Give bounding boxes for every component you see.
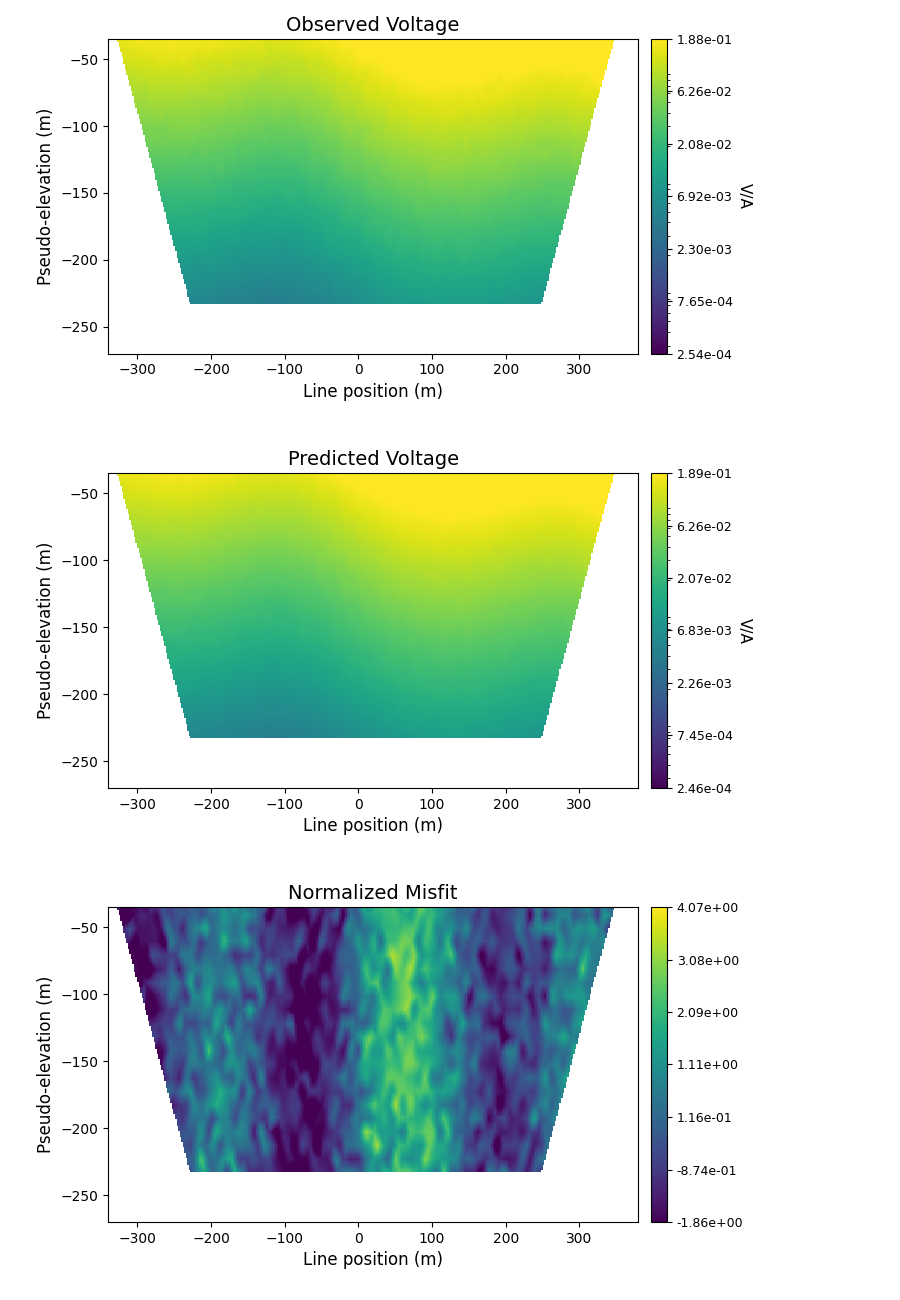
X-axis label: Line position (m): Line position (m) — [303, 384, 443, 400]
Y-axis label: V/A: V/A — [737, 183, 752, 209]
Title: Observed Voltage: Observed Voltage — [286, 16, 460, 35]
X-axis label: Line position (m): Line position (m) — [303, 1252, 443, 1269]
Title: Predicted Voltage: Predicted Voltage — [288, 450, 459, 469]
Y-axis label: Pseudo-elevation (m): Pseudo-elevation (m) — [37, 542, 55, 719]
Title: Normalized Misfit: Normalized Misfit — [288, 884, 458, 904]
Y-axis label: Pseudo-elevation (m): Pseudo-elevation (m) — [37, 108, 55, 285]
X-axis label: Line position (m): Line position (m) — [303, 818, 443, 835]
Y-axis label: V/A: V/A — [737, 618, 752, 644]
Y-axis label: Pseudo-elevation (m): Pseudo-elevation (m) — [37, 976, 55, 1153]
